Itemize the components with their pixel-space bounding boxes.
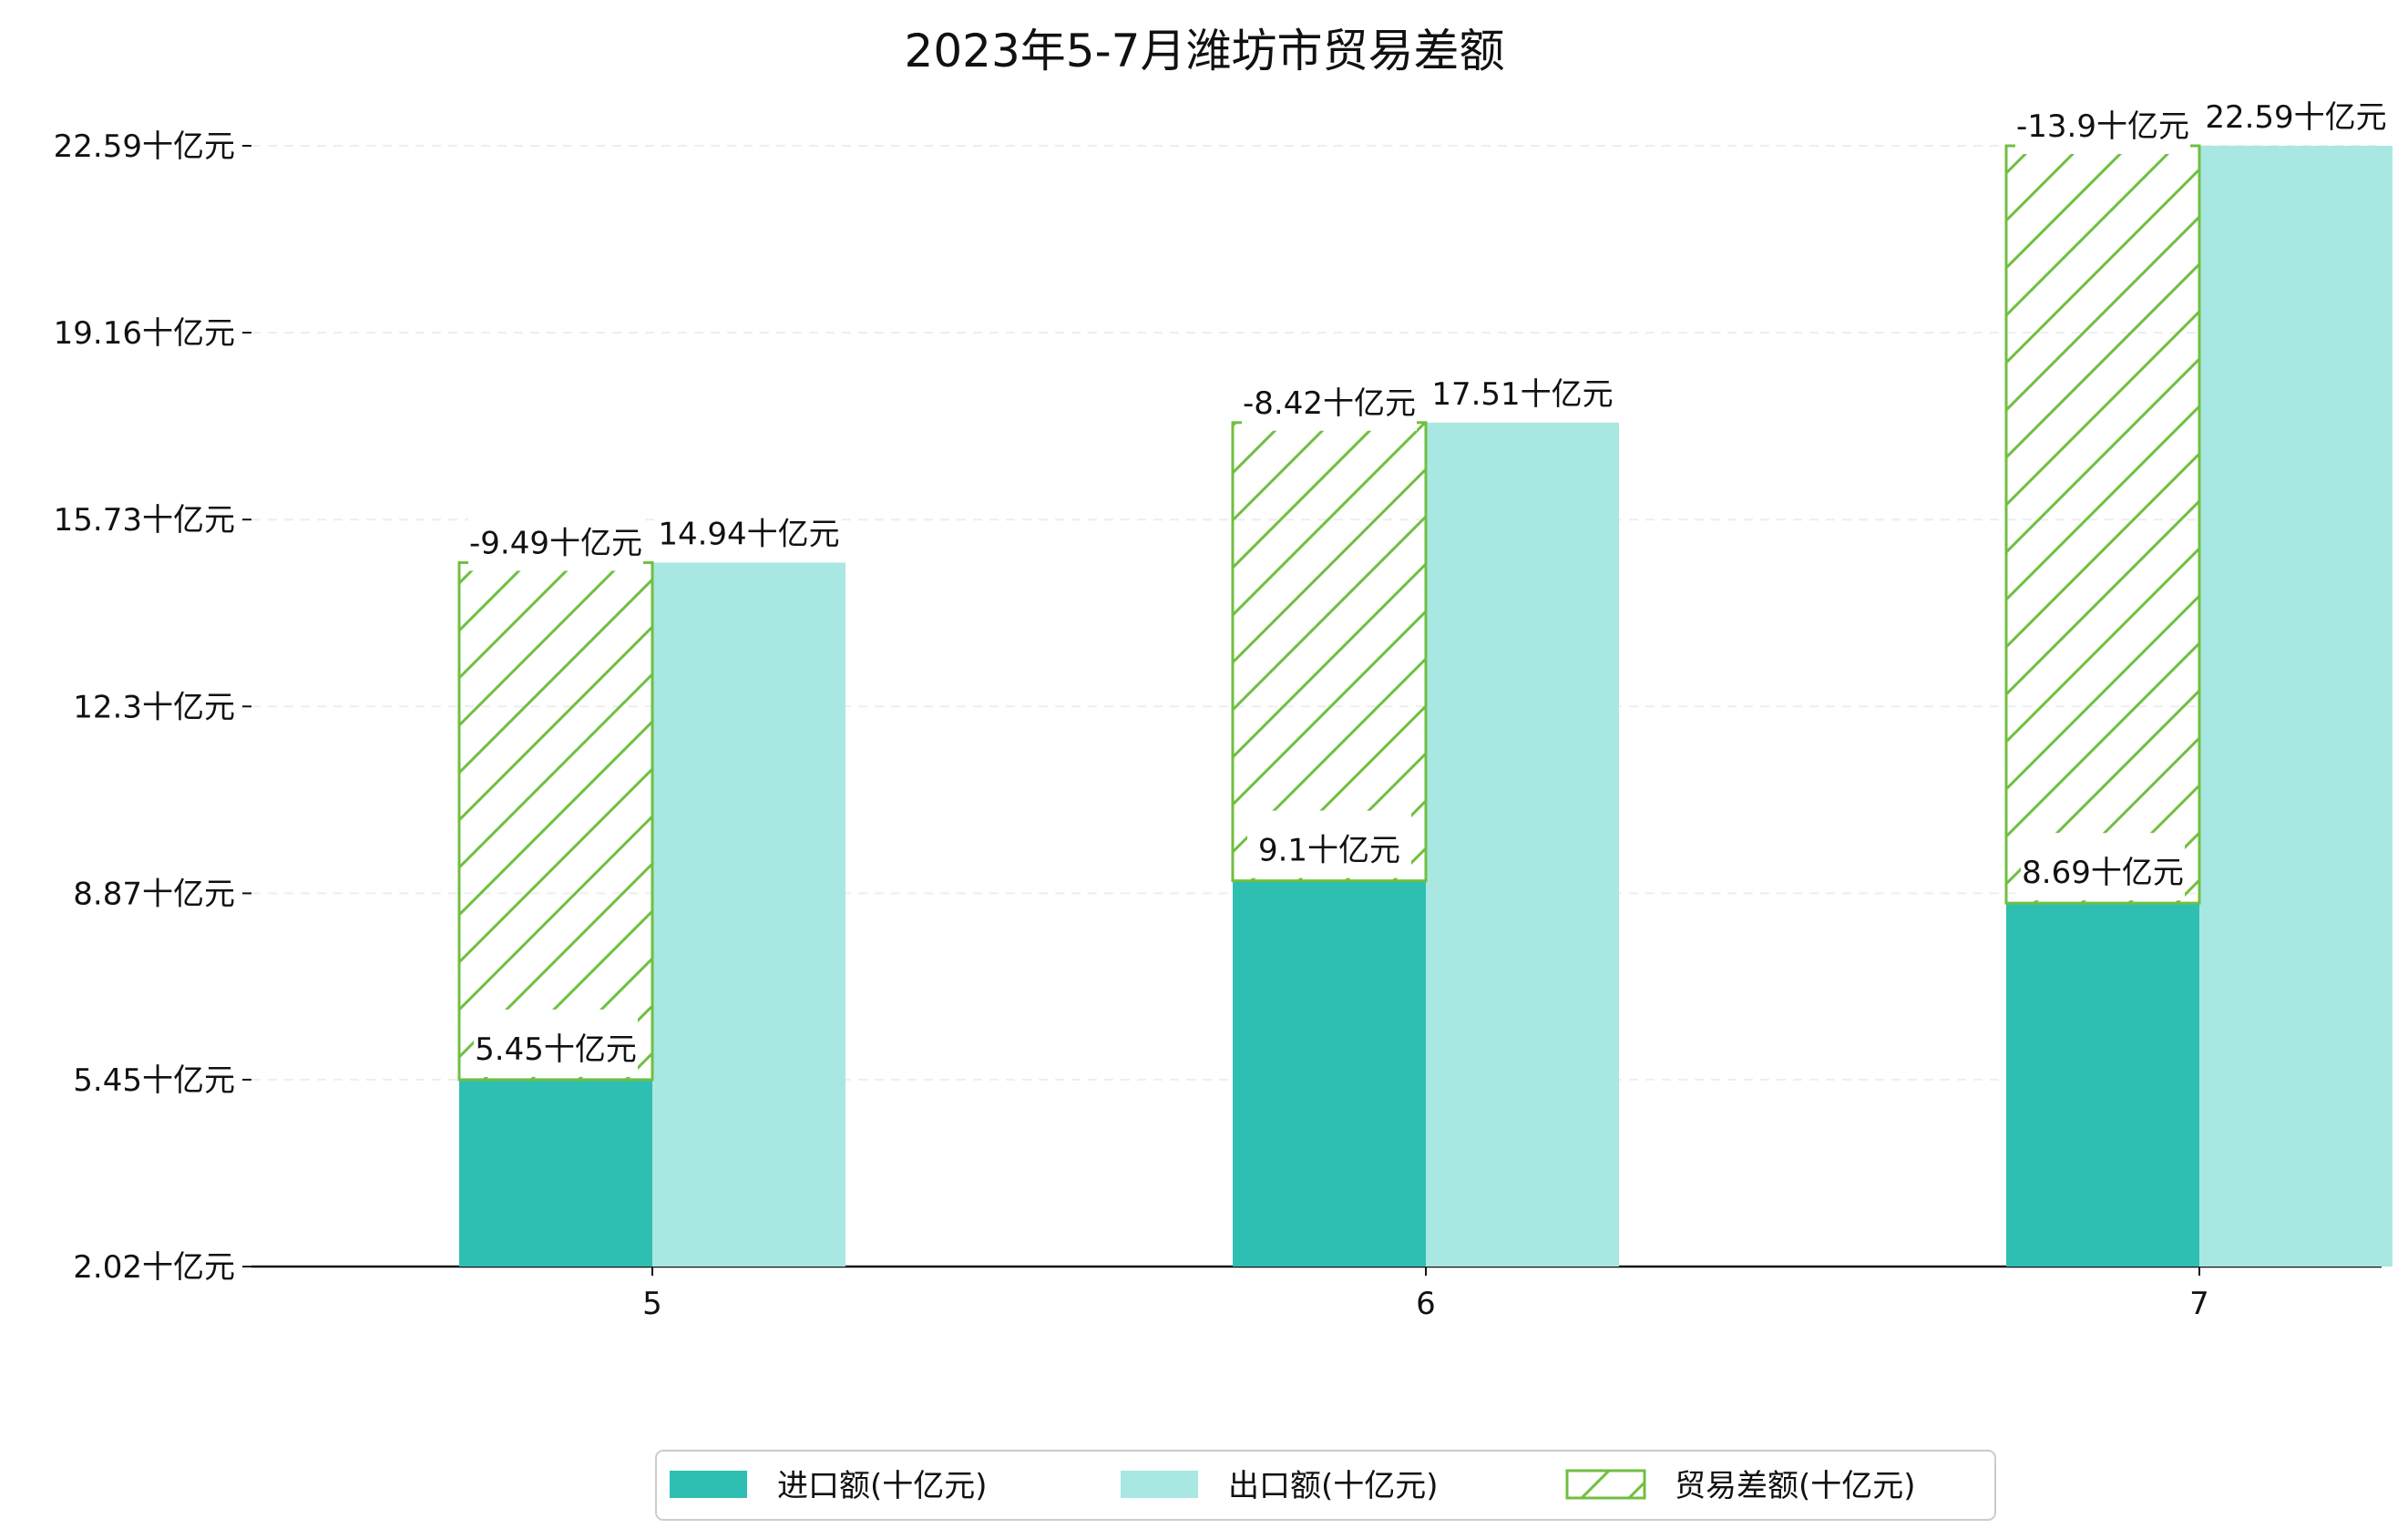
- import-data-label-bg: [474, 1009, 638, 1077]
- trade-balance-data-label-bg: [2015, 87, 2190, 154]
- legend-trade-balance-label: 贸易差额(十亿元): [1675, 1468, 1916, 1504]
- legend-export-label: 出口额(十亿元): [1228, 1468, 1439, 1504]
- y-tick-label: 19.16十亿元: [54, 315, 235, 352]
- bars: [457, 144, 2393, 1267]
- legend-import-label: 进口额(十亿元): [777, 1468, 988, 1504]
- y-tick-label: 5.45十亿元: [73, 1062, 235, 1099]
- export-data-label: 22.59十亿元: [2205, 99, 2386, 136]
- x-tick-label: 7: [2189, 1286, 2209, 1322]
- import-data-label: 9.1十亿元: [1258, 833, 1400, 869]
- export-bar: [2199, 146, 2393, 1267]
- x-tick-label: 6: [1416, 1286, 1436, 1322]
- import-data-label: 5.45十亿元: [475, 1031, 637, 1068]
- import-data-label: 8.69十亿元: [2022, 855, 2184, 891]
- export-data-label: 14.94十亿元: [658, 516, 839, 552]
- export-bar: [652, 562, 845, 1267]
- trade-balance-bar: [2004, 144, 2201, 905]
- data-labels: 14.94十亿元 -9.49十亿元 5.45十亿元 17.51十亿元 -8.42十亿元 9…: [468, 77, 2387, 1077]
- legend-import-swatch: [670, 1471, 747, 1498]
- y-tick-label: 22.59十亿元: [54, 128, 235, 165]
- trade-balance-data-label-bg: [468, 503, 643, 571]
- import-data-label-bg: [1247, 810, 1411, 878]
- legend-frame: [655, 1450, 1996, 1521]
- x-tick-label: 5: [642, 1286, 662, 1322]
- trade-balance-bar: [457, 560, 654, 1082]
- y-tick-label: 2.02十亿元: [73, 1249, 235, 1286]
- export-data-label-bg: [661, 494, 836, 562]
- export-data-label-bg: [2208, 77, 2383, 145]
- y-tick-label: 8.87十亿元: [73, 876, 235, 912]
- import-data-label-bg: [2021, 833, 2185, 901]
- export-data-label-bg: [1435, 354, 1610, 422]
- import-bar: [459, 1079, 652, 1267]
- trade-balance-bar: [1231, 421, 1428, 883]
- trade-balance-data-label: -13.9十亿元: [2016, 108, 2189, 145]
- legend-trade-balance-swatch: [1565, 1469, 1646, 1500]
- import-bar: [2006, 903, 2199, 1267]
- import-bar: [1233, 880, 1426, 1267]
- trade-balance-data-label: -9.49十亿元: [469, 525, 642, 561]
- legend: 进口额(十亿元) 出口额(十亿元) 贸易差额(十亿元): [655, 1450, 1996, 1521]
- trade-balance-data-label: -8.42十亿元: [1243, 385, 1416, 422]
- y-tick-label: 12.3十亿元: [73, 689, 235, 725]
- export-data-label: 17.51十亿元: [1431, 376, 1613, 413]
- trade-balance-data-label-bg: [1242, 363, 1417, 431]
- y-tick-label: 15.73十亿元: [54, 502, 235, 539]
- export-bar: [1426, 422, 1619, 1267]
- legend-export-swatch: [1121, 1471, 1198, 1498]
- chart-title: 2023年5-7月潍坊市贸易差额: [905, 25, 1505, 77]
